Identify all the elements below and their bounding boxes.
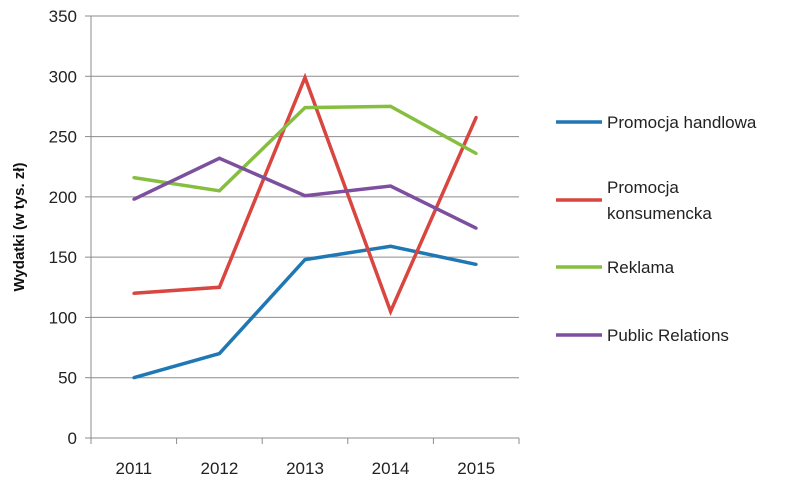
x-tick-label: 2015: [457, 459, 495, 478]
data-point: [132, 197, 136, 201]
data-point: [389, 184, 393, 188]
series-line-4: [133, 156, 477, 230]
data-point: [474, 151, 478, 155]
data-point: [389, 309, 393, 313]
data-point: [474, 226, 478, 230]
x-tick-label: 2011: [116, 459, 153, 478]
data-point: [389, 244, 393, 248]
data-point: [303, 106, 307, 110]
data-point: [303, 75, 307, 79]
legend-label: konsumencka: [607, 204, 712, 223]
y-tick-label: 150: [49, 248, 77, 267]
y-tick-label: 50: [58, 369, 77, 388]
y-tick-label: 250: [49, 128, 77, 147]
data-point: [389, 104, 393, 108]
data-point: [132, 376, 136, 380]
y-tick-label: 200: [49, 188, 77, 207]
y-tick-label: 100: [49, 308, 77, 327]
legend: Promocja handlowa Promocja konsumencka Rekl…: [556, 113, 757, 345]
x-tick-label: 2013: [286, 459, 324, 478]
data-point: [217, 352, 221, 356]
x-tick-label: 2014: [372, 459, 410, 478]
data-point: [132, 291, 136, 295]
legend-label: Promocja: [607, 178, 679, 197]
y-axis-title: Wydatki (w tys. zł): [11, 163, 28, 292]
series-lines: [132, 72, 478, 380]
data-point: [474, 262, 478, 266]
series-line-1: [133, 244, 477, 380]
x-tick-label: 2012: [200, 459, 238, 478]
legend-label: Reklama: [607, 258, 675, 277]
data-point: [303, 258, 307, 262]
data-point: [474, 115, 478, 119]
series-line-3: [133, 104, 478, 193]
data-point: [217, 156, 221, 160]
legend-label: Promocja handlowa: [607, 113, 757, 132]
legend-label: Public Relations: [607, 326, 729, 345]
axes: 0 50 100 150 200 250 300 350 2011 2012 2013 2014 201…: [49, 7, 520, 478]
y-tick-label: 0: [68, 429, 77, 448]
data-point: [217, 189, 221, 193]
y-tick-label: 350: [49, 7, 77, 26]
data-point: [303, 194, 307, 198]
data-point: [132, 176, 136, 180]
y-tick-label: 300: [49, 67, 77, 86]
data-point: [217, 285, 221, 289]
